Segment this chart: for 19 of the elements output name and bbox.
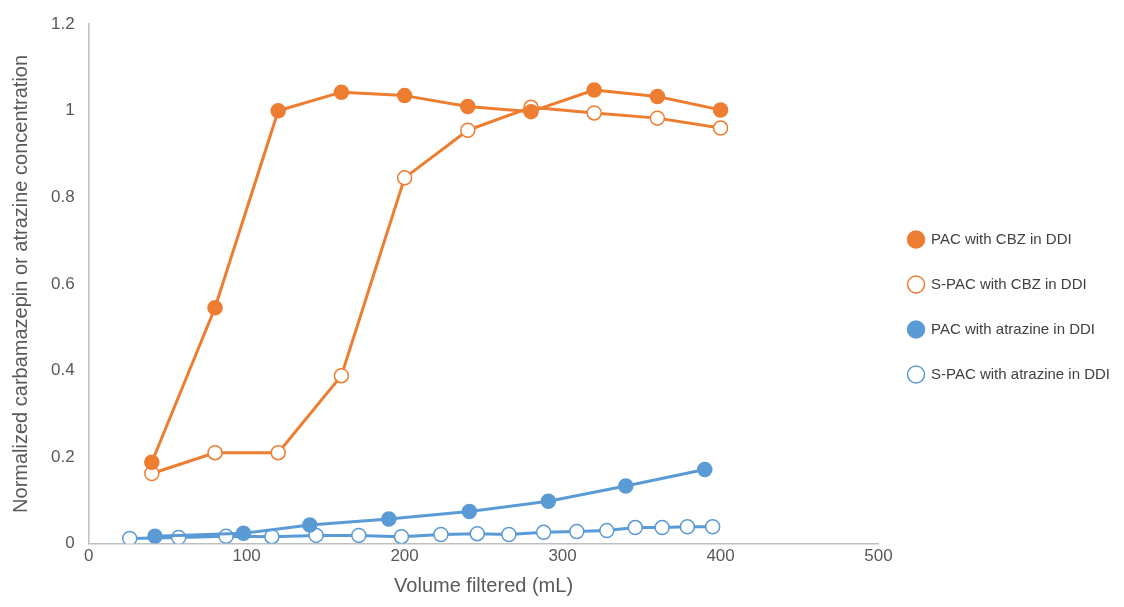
y-tick-label: 0.8	[50, 187, 75, 207]
x-tick-label: 200	[390, 546, 419, 566]
x-tick-label: 400	[706, 546, 735, 566]
y-axis-title: Normalized carbamazepin or atrazine concentration	[8, 54, 31, 513]
x-tick-label: 500	[864, 546, 893, 566]
y-tick-label: 0	[65, 533, 75, 553]
x-tick-label: 300	[548, 546, 577, 566]
legend-label: PAC with atrazine in DDI	[931, 319, 1096, 337]
y-tick-label: 1.2	[50, 13, 75, 33]
x-tick-label: 0	[83, 546, 94, 566]
x-axis-title: Volume filtered (mL)	[394, 573, 574, 596]
y-tick-label: 1	[65, 100, 75, 120]
legend-label: S-PAC with CBZ in DDI	[931, 274, 1087, 292]
legend-label: PAC with CBZ in DDI	[931, 229, 1072, 247]
x-tick-label: 100	[232, 546, 261, 566]
y-tick-label: 0.4	[50, 360, 75, 380]
y-tick-label: 0.2	[50, 446, 75, 466]
legend-label: S-PAC with atrazine in DDI	[931, 364, 1111, 382]
y-tick-label: 0.6	[50, 273, 75, 293]
